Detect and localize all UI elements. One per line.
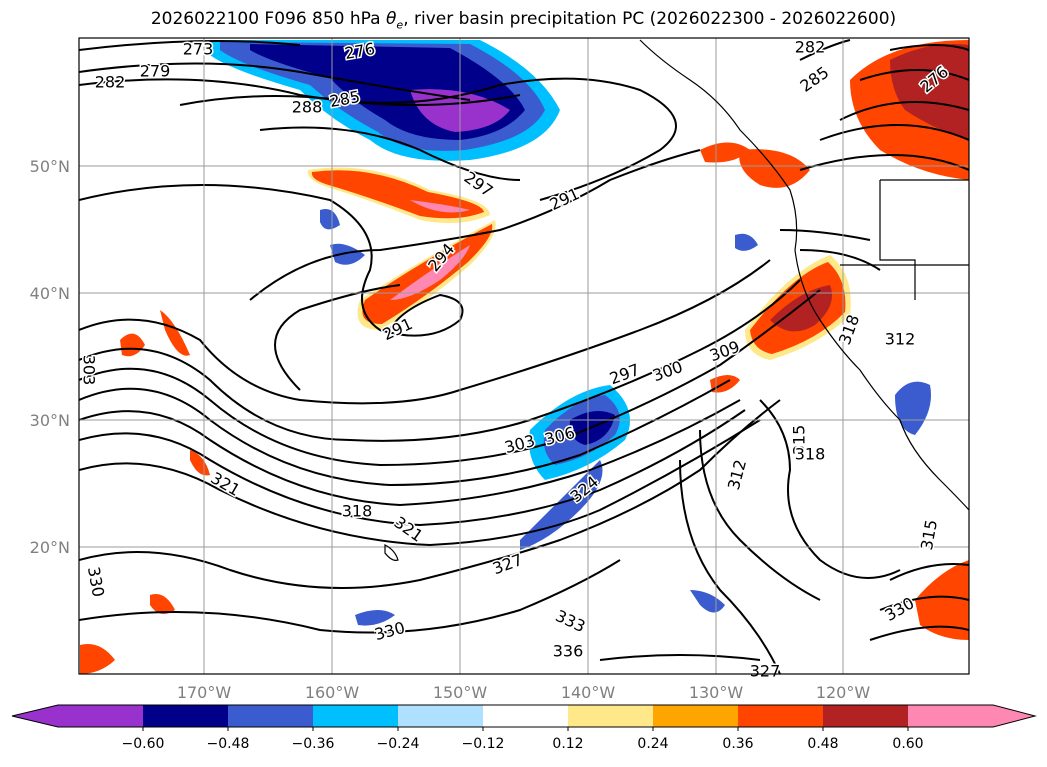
lon-label: 140°W: [561, 683, 616, 702]
colorbar-segment: [823, 705, 908, 727]
title-prefix: 2026022100 F096 850 hPa: [150, 9, 386, 29]
lat-label: 40°N: [30, 284, 70, 303]
latitude-labels: 50°N 40°N 30°N 20°N: [30, 157, 70, 557]
colorbar-segment: [228, 705, 313, 727]
colorbar-segment: [568, 705, 653, 727]
colorbar-tick-label: −0.60: [122, 736, 165, 752]
contour-label: 315: [790, 425, 809, 456]
lon-label: 160°W: [305, 683, 360, 702]
colorbar-segment: [398, 705, 483, 727]
contour-label: 303: [80, 355, 99, 386]
map-content: [79, 38, 969, 674]
contour-label: 336: [553, 642, 584, 661]
lat-label: 30°N: [30, 411, 70, 430]
map-title: 2026022100 F096 850 hPa θe, river basin …: [0, 9, 1047, 31]
colorbar-outline: [11, 704, 1037, 728]
colorbar-segment: [58, 705, 143, 727]
coastlines: [384, 39, 969, 561]
colorbar-tick-label: −0.36: [292, 736, 335, 752]
colorbar-segment: [483, 705, 568, 727]
lon-label: 120°W: [816, 683, 871, 702]
longitude-labels: 170°W 160°W 150°W 140°W 130°W 120°W: [177, 683, 871, 702]
lat-label: 50°N: [30, 157, 70, 176]
contour-label: 282: [795, 38, 826, 57]
lon-label: 170°W: [177, 683, 232, 702]
colorbar: −0.60 −0.48 −0.36 −0.24 −0.12 0.12 0.24 0.36 0.4…: [11, 704, 1037, 752]
colorbar-tick-label: −0.48: [207, 736, 250, 752]
contour-label: 273: [183, 40, 214, 59]
colorbar-segment: [908, 705, 993, 727]
colorbar-segment: [313, 705, 398, 727]
graticule: [79, 38, 969, 674]
theta-subscript: e: [396, 18, 404, 32]
colorbar-tick-label: −0.24: [377, 736, 420, 752]
plot-border: [78, 37, 970, 675]
colorbar-tick-label: 0.24: [637, 736, 668, 752]
colorbar-tick-label: 0.12: [552, 736, 583, 752]
colorbar-tick-label: 0.60: [892, 736, 923, 752]
contour-label: 279: [140, 62, 171, 81]
contour-label: 312: [885, 330, 916, 349]
colorbar-over-extension: [993, 705, 1035, 727]
contour-label: 318: [342, 502, 373, 521]
lat-label: 20°N: [30, 538, 70, 557]
colorbar-segment: [143, 705, 228, 727]
contour-label: 318: [795, 445, 826, 464]
title-suffix: , river basin precipitation PC (20260223…: [403, 9, 897, 29]
colorbar-under-extension: [12, 705, 58, 727]
contour-label: 288: [292, 98, 323, 117]
colorbar-segment: [653, 705, 738, 727]
lon-label: 130°W: [689, 683, 744, 702]
contour-label: 282: [95, 73, 126, 92]
colorbar-tick-label: −0.12: [462, 736, 505, 752]
theta-e-contours: [79, 39, 969, 674]
colorbar-tick-label: 0.48: [807, 736, 838, 752]
theta-symbol: θ: [386, 9, 397, 29]
colorbar-segment: [738, 705, 823, 727]
colorbar-tick-label: 0.36: [722, 736, 753, 752]
contour-label: 327: [750, 662, 781, 681]
lon-label: 150°W: [433, 683, 488, 702]
